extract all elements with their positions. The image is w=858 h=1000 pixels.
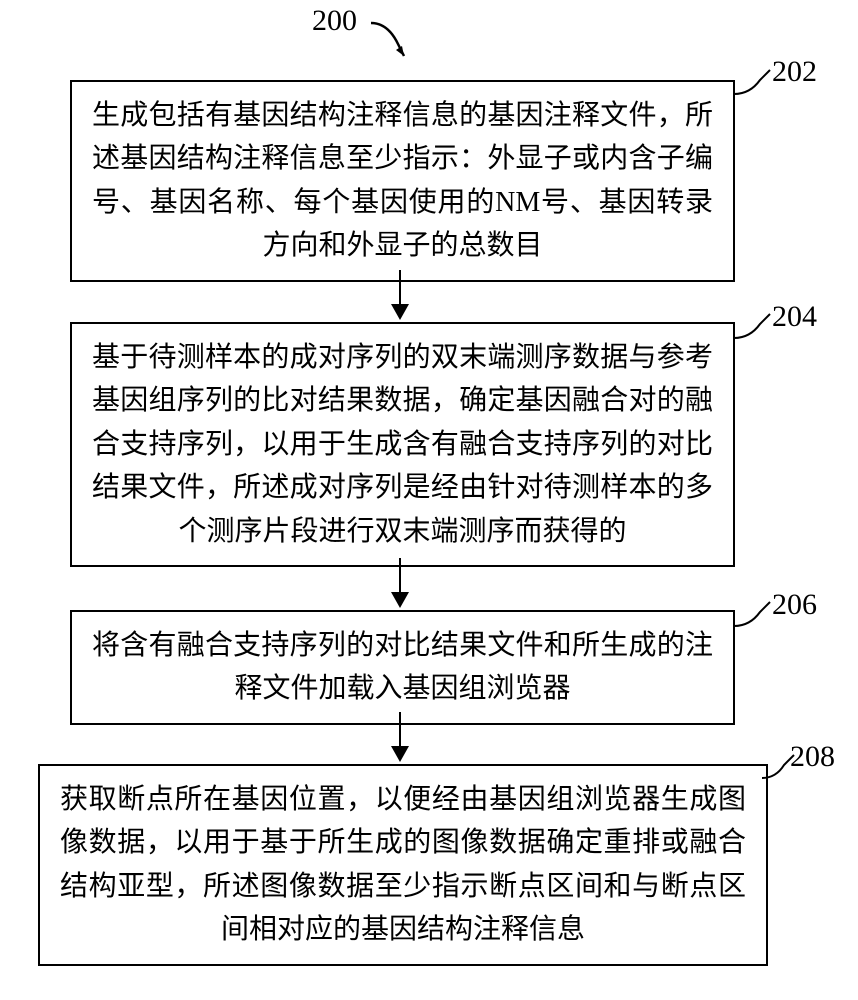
step-number-202: 202 [772, 55, 817, 89]
arrow-head-202-204 [391, 304, 409, 320]
step-box-208: 获取断点所在基因位置，以便经由基因组浏览器生成图像数据，以用于基于所生成的图像数… [38, 764, 768, 966]
arrow-204-206 [399, 558, 401, 594]
arrow-head-206-208 [391, 746, 409, 762]
arrow-202-204 [399, 270, 401, 306]
step-text-202: 生成包括有基因结构注释信息的基因注释文件，所述基因结构注释信息至少指示：外显子或… [92, 94, 713, 268]
leader-206 [732, 598, 774, 628]
step-number-204: 204 [772, 300, 817, 334]
arrow-206-208 [399, 712, 401, 748]
step-text-204: 基于待测样本的成对序列的双末端测序数据与参考基因组序列的比对结果数据，确定基因融… [92, 336, 713, 553]
step-box-206: 将含有融合支持序列的对比结果文件和所生成的注释文件加载入基因组浏览器 [70, 610, 735, 725]
leader-200 [368, 20, 414, 66]
step-text-208: 获取断点所在基因位置，以便经由基因组浏览器生成图像数据，以用于基于所生成的图像数… [60, 778, 746, 952]
leader-208 [760, 752, 798, 780]
arrow-head-204-206 [391, 592, 409, 608]
step-text-206: 将含有融合支持序列的对比结果文件和所生成的注释文件加载入基因组浏览器 [92, 624, 713, 711]
flowchart-canvas: 200 生成包括有基因结构注释信息的基因注释文件，所述基因结构注释信息至少指示：… [0, 0, 858, 1000]
step-box-204: 基于待测样本的成对序列的双末端测序数据与参考基因组序列的比对结果数据，确定基因融… [70, 322, 735, 567]
step-box-202: 生成包括有基因结构注释信息的基因注释文件，所述基因结构注释信息至少指示：外显子或… [70, 80, 735, 282]
leader-204 [732, 310, 774, 340]
step-number-206: 206 [772, 588, 817, 622]
leader-202 [732, 66, 774, 96]
figure-number-main: 200 [312, 4, 357, 38]
